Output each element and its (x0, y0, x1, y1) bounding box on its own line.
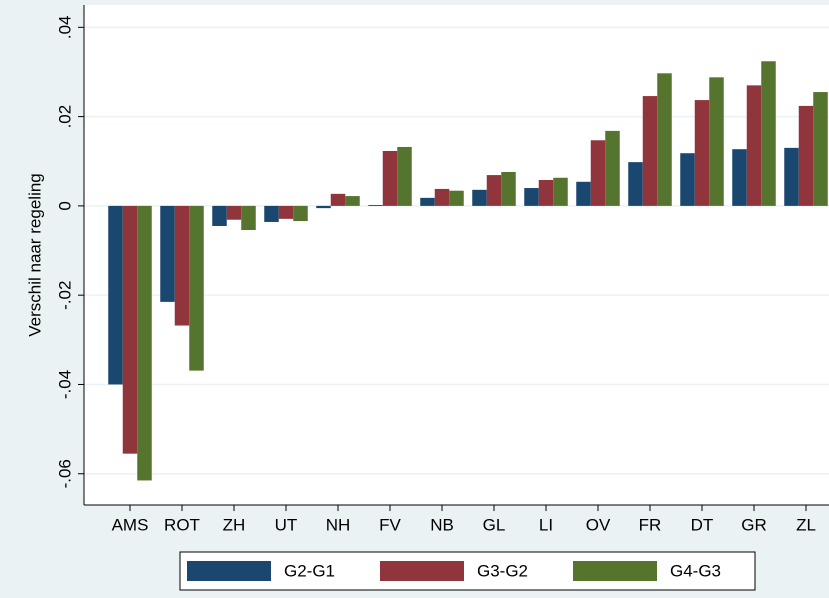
bar (226, 205, 242, 220)
bar (642, 96, 658, 206)
bar (761, 61, 776, 206)
bar (264, 205, 279, 222)
bar (382, 150, 398, 206)
bar (732, 149, 747, 206)
bar (501, 171, 516, 206)
legend-box (179, 551, 756, 591)
x-tick-label: ZH (223, 515, 246, 534)
bar (189, 205, 204, 371)
bar (524, 188, 539, 206)
bar (212, 205, 227, 226)
bar (472, 189, 487, 206)
x-tick-label: AMS (112, 515, 149, 534)
x-tick-label: LI (539, 515, 553, 534)
x-tick-label: GR (741, 515, 767, 534)
x-tick-label: FR (639, 515, 662, 534)
bar (108, 205, 123, 385)
bar (605, 130, 620, 206)
bar (746, 85, 762, 206)
bar (137, 205, 152, 481)
bar (784, 147, 799, 206)
bar (680, 153, 695, 206)
bar (316, 205, 331, 209)
x-tick-label: NB (430, 515, 454, 534)
y-tick-label: .02 (55, 105, 74, 129)
x-tick-label: UT (275, 515, 298, 534)
bar (449, 190, 464, 206)
x-tick-label: ZL (796, 515, 816, 534)
bar (486, 175, 502, 206)
legend-swatch (380, 561, 464, 581)
bar (590, 140, 606, 206)
x-tick-label: NH (326, 515, 351, 534)
bar (293, 205, 308, 222)
bar (330, 193, 346, 206)
bar (628, 162, 643, 206)
x-tick-label: GL (483, 515, 506, 534)
bar (122, 205, 138, 454)
bar (434, 188, 450, 206)
y-tick-label: -.02 (55, 281, 74, 310)
bar (160, 205, 175, 302)
legend-label: G3-G2 (477, 561, 528, 580)
x-tick-label: FV (379, 515, 401, 534)
legend-swatch (573, 561, 657, 581)
bar (538, 180, 554, 206)
bar (694, 100, 710, 206)
y-tick-label: 0 (55, 201, 74, 210)
bar (420, 197, 435, 206)
y-tick-label: -.04 (55, 370, 74, 399)
bar (657, 73, 672, 206)
legend-swatch (187, 561, 271, 581)
y-tick-label: -.06 (55, 459, 74, 488)
y-tick-label: .04 (55, 16, 74, 40)
plot-area (84, 5, 829, 505)
bar (576, 181, 591, 206)
bar (553, 177, 568, 206)
bar (278, 205, 294, 219)
bar (798, 105, 814, 206)
x-tick-label: ROT (164, 515, 200, 534)
x-tick-label: OV (586, 515, 611, 534)
bar (345, 196, 360, 206)
bar (241, 205, 256, 230)
bar (813, 92, 828, 206)
bar (174, 205, 190, 326)
bar (709, 77, 724, 206)
x-tick-label: DT (691, 515, 714, 534)
y-axis-title: Verschil naar regeling (25, 173, 44, 336)
legend-label: G4-G3 (670, 561, 721, 580)
legend-label: G2-G1 (284, 561, 335, 580)
bar (368, 205, 383, 206)
bar (397, 146, 412, 206)
